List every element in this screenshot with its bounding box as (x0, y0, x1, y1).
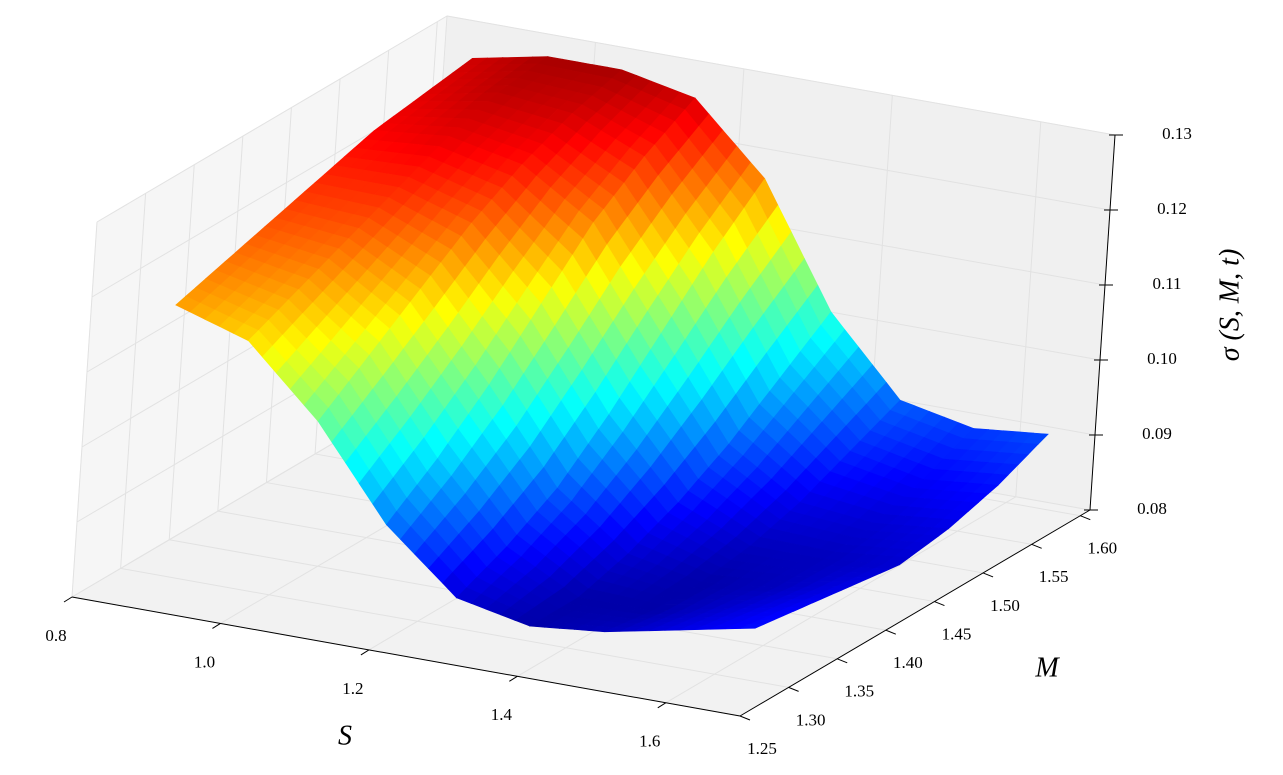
z-tick-label: 0.13 (1162, 124, 1192, 143)
y-tick-label: 1.25 (747, 739, 777, 758)
grid-line (96, 15, 448, 223)
y-tick-label: 1.50 (990, 596, 1020, 615)
y-tick-label: 1.35 (844, 682, 874, 701)
z-tick-label: 0.08 (1137, 499, 1167, 518)
y-tick (739, 715, 751, 721)
z-axis-label: σ (S, M, t) (1214, 249, 1245, 362)
z-tick-label: 0.11 (1152, 274, 1181, 293)
surface (175, 56, 1049, 633)
y-tick (982, 572, 994, 578)
x-tick (360, 649, 370, 656)
x-tick-label: 1.6 (639, 732, 660, 751)
grid-line (168, 164, 195, 540)
y-tick (788, 686, 799, 692)
y-tick (934, 601, 945, 607)
z-tick-label: 0.12 (1157, 199, 1187, 218)
surface-patch (739, 623, 765, 629)
y-tick-label: 1.55 (1039, 567, 1069, 586)
y-tick (1031, 543, 1042, 549)
grid-line (120, 567, 789, 688)
y-axis-line (739, 509, 1091, 717)
x-tick (657, 702, 667, 709)
x-tick (63, 596, 73, 603)
grid-line (71, 221, 98, 598)
y-tick-label: 1.40 (893, 653, 923, 672)
x-tick-label: 1.2 (342, 679, 363, 698)
y-tick (885, 629, 897, 635)
y-tick-label: 1.60 (1087, 539, 1117, 558)
z-tick-label: 0.09 (1142, 424, 1172, 443)
grid-line (446, 15, 1116, 136)
y-tick (1080, 515, 1091, 521)
axes: 0.8 1.0 1.2 1.4 1.6 1.25 1.30 1.35 1.40 1.45 1.50 1… (45, 124, 1192, 758)
y-tick-label: 1.45 (942, 624, 972, 643)
z-tick-label: 0.10 (1147, 349, 1177, 368)
z-axis-line (1089, 134, 1116, 511)
x-axis-line (71, 596, 741, 717)
x-tick-label: 0.8 (45, 626, 66, 645)
y-tick (837, 658, 848, 664)
y-axis-label: M (1034, 652, 1060, 683)
x-axis-label: S (338, 720, 352, 751)
y-tick-label: 1.30 (796, 710, 826, 729)
x-tick-label: 1.4 (491, 705, 513, 724)
x-tick (509, 675, 518, 682)
x-tick (212, 623, 221, 629)
grid-line (120, 193, 147, 569)
x-tick-label: 1.0 (194, 652, 215, 671)
